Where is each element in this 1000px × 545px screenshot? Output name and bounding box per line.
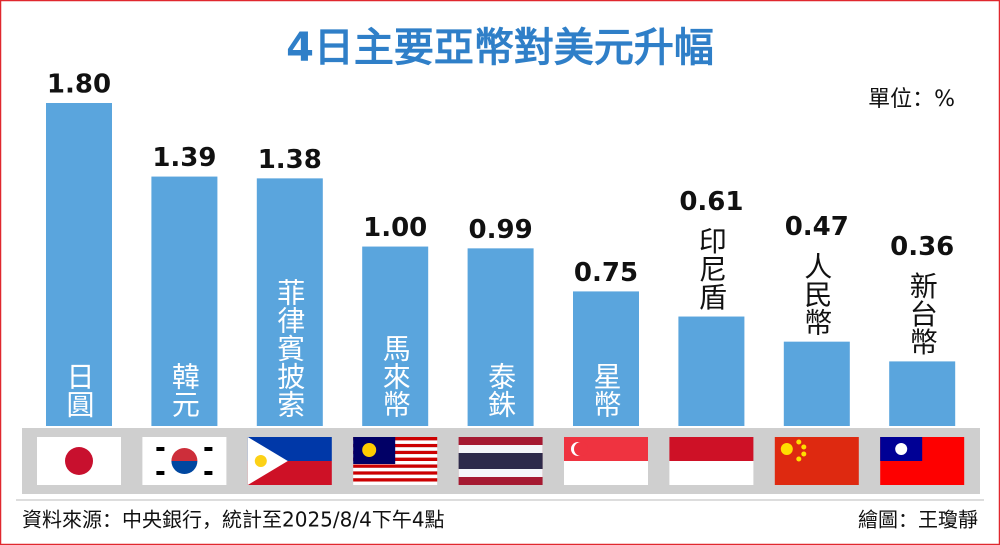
value-label: 1.00 — [363, 213, 427, 243]
bar — [783, 341, 850, 426]
category-label: 新台幣 — [906, 271, 939, 355]
category-label: 菲律賓披索 — [273, 278, 306, 418]
bar — [573, 291, 639, 426]
flag-part — [669, 461, 754, 485]
flag-part — [254, 455, 267, 467]
category-label: 泰銖 — [484, 362, 517, 418]
category-label: 韓元 — [168, 362, 201, 418]
bar — [151, 176, 218, 426]
flag-part — [564, 461, 648, 485]
value-label: 0.99 — [469, 215, 533, 245]
flag — [142, 437, 227, 485]
flag — [37, 437, 121, 485]
flag-part — [171, 448, 198, 461]
flag — [353, 437, 438, 485]
flag-part — [801, 451, 807, 457]
flag-part — [247, 437, 288, 485]
flag-part — [353, 467, 438, 472]
category-label: 星幣 — [590, 362, 623, 418]
flag-part — [353, 478, 438, 482]
flag-part — [156, 471, 165, 475]
flag-part — [353, 471, 438, 475]
flag-part — [574, 442, 588, 456]
category-label: 馬來幣 — [379, 334, 412, 418]
category-label: 人民幣 — [800, 252, 833, 336]
value-label: 1.80 — [47, 70, 111, 100]
value-label: 1.38 — [258, 145, 322, 175]
value-label: 0.47 — [785, 212, 849, 242]
flag-part — [65, 447, 93, 475]
flag-part — [171, 461, 198, 475]
flag-part — [204, 471, 213, 475]
flag-part — [801, 444, 807, 450]
bar — [889, 361, 956, 426]
flag — [247, 437, 332, 485]
category-label: 日圓 — [63, 362, 96, 418]
flag-part — [780, 443, 793, 455]
flag-part — [204, 447, 213, 451]
flag-part — [796, 456, 802, 462]
value-label: 0.75 — [574, 258, 638, 288]
unit-label: 單位：% — [868, 87, 955, 112]
credit: 繪圖：王瓊靜 — [858, 508, 978, 532]
flag-part — [353, 474, 438, 479]
bar — [362, 246, 429, 426]
flag-part — [669, 437, 754, 461]
value-label: 1.39 — [152, 143, 216, 173]
flag-part — [895, 443, 908, 455]
flag-part — [362, 443, 377, 457]
flag-part — [458, 453, 543, 469]
chart-title: 4日主要亞幣對美元升幅 — [286, 25, 714, 71]
flag — [564, 437, 648, 485]
flag-part — [353, 464, 438, 468]
flag-part — [796, 439, 802, 445]
source-note: 資料來源：中央銀行，統計至2025/8/4下午4點 — [22, 508, 445, 532]
bar — [46, 103, 112, 426]
flag — [880, 437, 965, 485]
bar — [678, 316, 745, 426]
flag-part — [156, 447, 165, 451]
flag — [774, 437, 859, 485]
category-label: 印尼盾 — [695, 227, 728, 311]
bar — [467, 248, 534, 426]
value-label: 0.61 — [679, 187, 743, 217]
flag-part — [353, 481, 438, 485]
flag — [458, 437, 543, 485]
bar — [256, 178, 323, 426]
value-label: 0.36 — [890, 232, 954, 262]
flag — [669, 437, 754, 485]
